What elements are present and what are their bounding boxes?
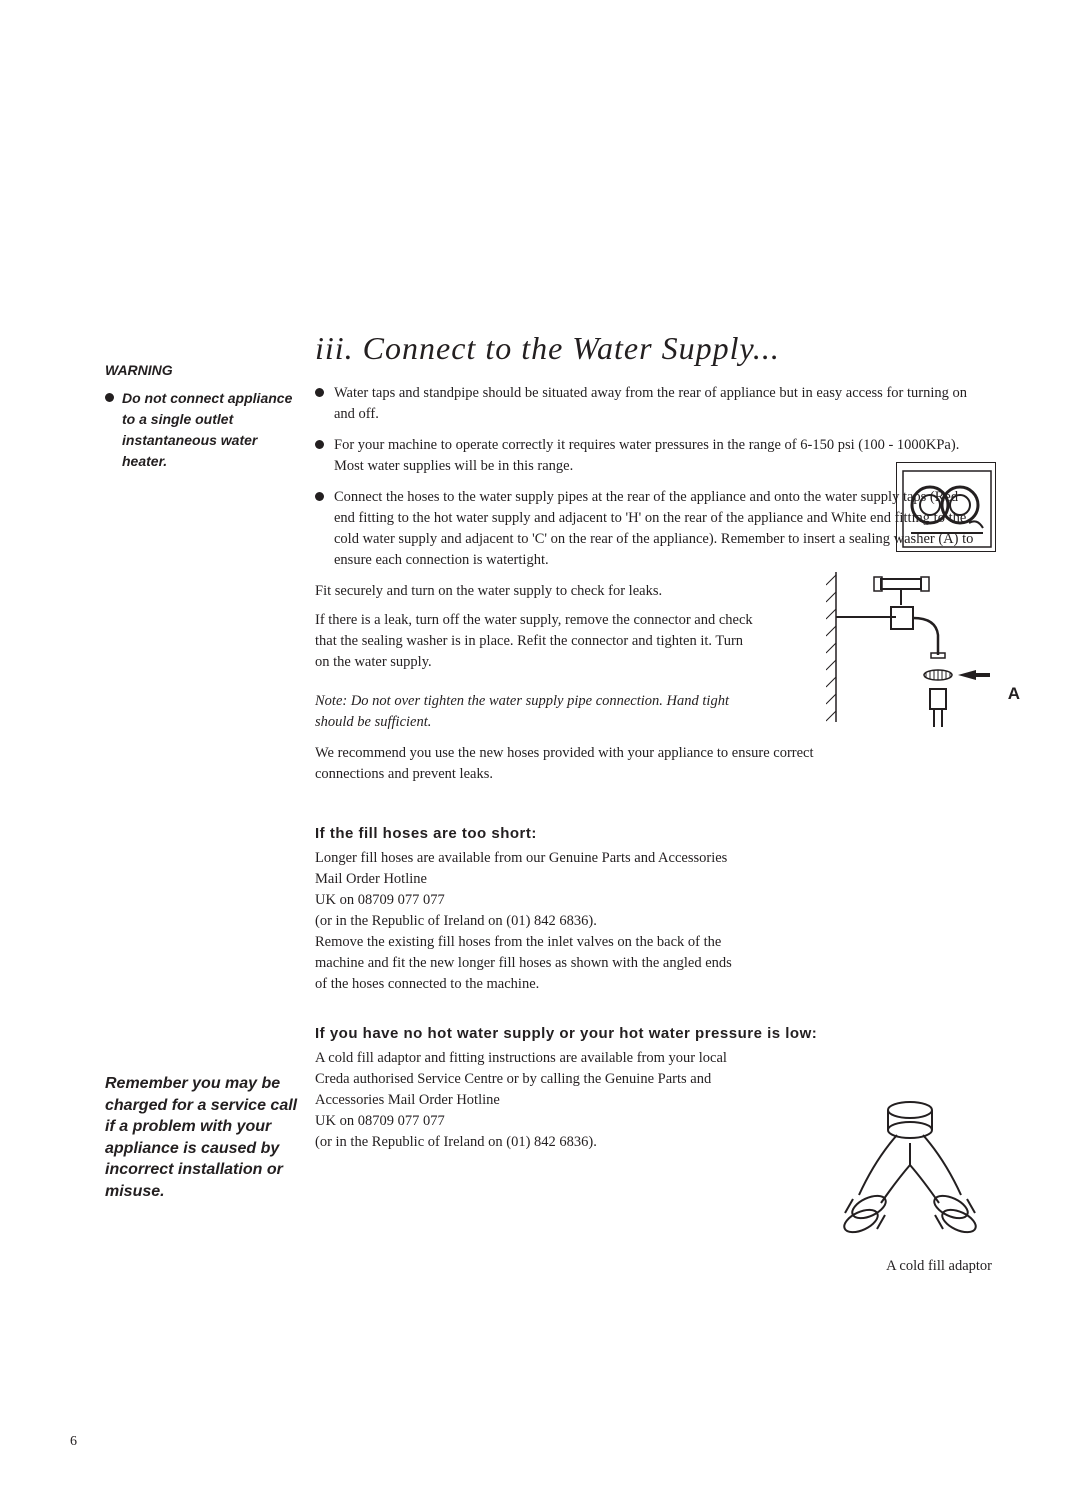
bullet-list: Water taps and standpipe should be situa… — [315, 383, 975, 571]
short-hoses-l1: Longer fill hoses are available from our… — [315, 848, 745, 890]
warning-item: Do not connect appliance to a single out… — [105, 388, 300, 472]
tap-diagram — [826, 567, 996, 732]
remember-note: Remember you may be charged for a servic… — [105, 1073, 300, 1203]
bullet-text: Connect the hoses to the water supply pi… — [334, 487, 975, 571]
bullet-item: For your machine to operate correctly it… — [315, 435, 975, 477]
bullet-item: Connect the hoses to the water supply pi… — [315, 487, 975, 571]
bullet-text: Water taps and standpipe should be situa… — [334, 383, 975, 425]
warning-heading: WARNING — [105, 362, 300, 378]
bullet-icon — [105, 393, 114, 402]
cold-fill-adaptor-diagram — [837, 1095, 982, 1245]
short-hoses-heading: If the fill hoses are too short: — [315, 825, 975, 842]
note-italic: Note: Do not over tighten the water supp… — [315, 691, 755, 733]
adaptor-caption: A cold fill adaptor — [886, 1258, 992, 1275]
section-title: iii. Connect to the Water Supply... — [315, 330, 975, 367]
bullet-item: Water taps and standpipe should be situa… — [315, 383, 975, 425]
short-hoses-l4: Remove the existing fill hoses from the … — [315, 932, 745, 995]
warning-text: Do not connect appliance to a single out… — [122, 388, 300, 472]
label-a: A — [1008, 684, 1020, 704]
page-number: 6 — [70, 1434, 77, 1450]
no-hot-l1: A cold fill adaptor and fitting instruct… — [315, 1048, 745, 1111]
bullet-icon — [315, 440, 324, 449]
short-hoses-l2: UK on 08709 077 077 — [315, 890, 975, 911]
bullet-icon — [315, 492, 324, 501]
bullet-text: For your machine to operate correctly it… — [334, 435, 975, 477]
no-hot-heading: If you have no hot water supply or your … — [315, 1025, 975, 1042]
main-content: iii. Connect to the Water Supply... Wate… — [315, 330, 975, 1161]
inlet-valves-diagram — [896, 462, 996, 552]
leak-paragraph: If there is a leak, turn off the water s… — [315, 610, 755, 673]
bullet-icon — [315, 388, 324, 397]
recommend-paragraph: We recommend you use the new hoses provi… — [315, 743, 875, 785]
short-hoses-l3: (or in the Republic of Ireland on (01) 8… — [315, 911, 975, 932]
fit-paragraph: Fit securely and turn on the water suppl… — [315, 581, 755, 602]
warning-sidebar: WARNING Do not connect appliance to a si… — [105, 362, 300, 472]
